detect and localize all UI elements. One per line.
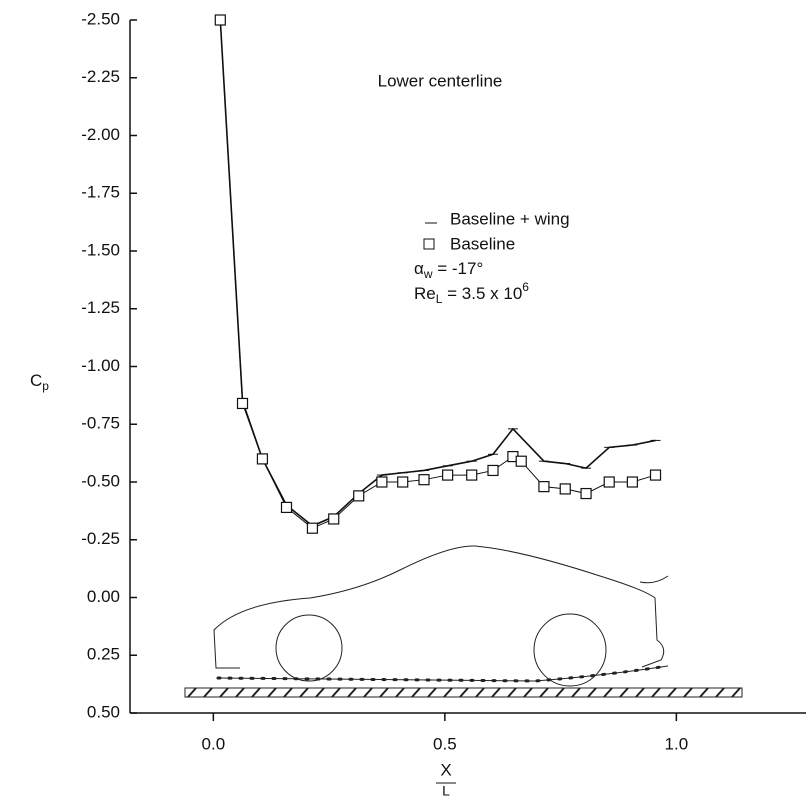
y-tick-label: -0.25 (81, 529, 120, 548)
y-tick-label: -0.50 (81, 471, 120, 490)
annotation-rest: = -17° (433, 259, 484, 278)
x-tick-label: 0.0 (202, 734, 226, 753)
square-marker (256, 453, 269, 465)
ground (184, 687, 743, 698)
y-tick-label: -1.25 (81, 298, 120, 317)
legend-marker (423, 238, 435, 250)
front-wheel (275, 614, 343, 682)
x-label-den: L (442, 783, 450, 799)
square-marker (280, 501, 293, 514)
square-marker (538, 481, 550, 493)
square-marker (418, 474, 430, 486)
square-marker (580, 487, 592, 500)
annotation-sub: w (423, 267, 433, 281)
ground-hatch (187, 687, 741, 698)
square-marker (328, 513, 340, 525)
y-tick-label: 0.50 (87, 702, 120, 721)
y-tick-label: -1.75 (81, 183, 120, 202)
square-marker (236, 397, 249, 410)
annotation: ReL = 3.5 x 106 (414, 280, 529, 306)
annotation-rest: = 3.5 x 10 (442, 284, 522, 303)
y-tick-label: -2.25 (81, 67, 120, 86)
square-marker (214, 14, 226, 26)
y-tick-label: -2.50 (81, 9, 120, 28)
annotation-base: Re (414, 284, 436, 303)
x-label-num: X (440, 760, 451, 779)
y-tick-label: -1.50 (81, 240, 120, 259)
y-label-base: C (30, 371, 42, 390)
annotation-sub: L (436, 292, 443, 306)
square-marker (649, 469, 662, 481)
square-marker (397, 476, 409, 488)
rear-wheel (533, 613, 607, 687)
annotation-sup: 6 (522, 280, 529, 294)
y-axis-label: Cp (30, 371, 49, 393)
y-tick-label: -0.75 (81, 414, 120, 433)
y-tick-label: 0.25 (87, 645, 120, 664)
car-sketch (184, 545, 743, 698)
y-tick-label: 0.00 (87, 587, 120, 606)
square-marker (515, 455, 527, 467)
annotation: αw = -17° (414, 259, 483, 281)
car-body (213, 545, 665, 669)
legend-label: Baseline + wing (450, 209, 570, 228)
square-marker (442, 469, 454, 481)
y-tick-label: -2.00 (81, 125, 120, 144)
square-marker (466, 469, 478, 481)
annotation-base: α (414, 259, 424, 278)
legend-label: Baseline (450, 234, 515, 253)
square-marker (603, 476, 615, 488)
car-spoiler (639, 575, 669, 584)
square-marker (353, 490, 365, 502)
y-label-sub: p (42, 379, 49, 393)
x-tick-label: 0.5 (433, 734, 457, 753)
centerline-solid (217, 665, 669, 682)
square-marker (376, 476, 388, 488)
square-marker (306, 522, 319, 534)
square-marker (487, 464, 499, 477)
square-marker (626, 476, 638, 488)
square-marker (559, 483, 571, 495)
chart-title: Lower centerline (378, 71, 503, 90)
y-tick-label: -1.00 (81, 356, 120, 375)
x-tick-label: 1.0 (665, 734, 689, 753)
